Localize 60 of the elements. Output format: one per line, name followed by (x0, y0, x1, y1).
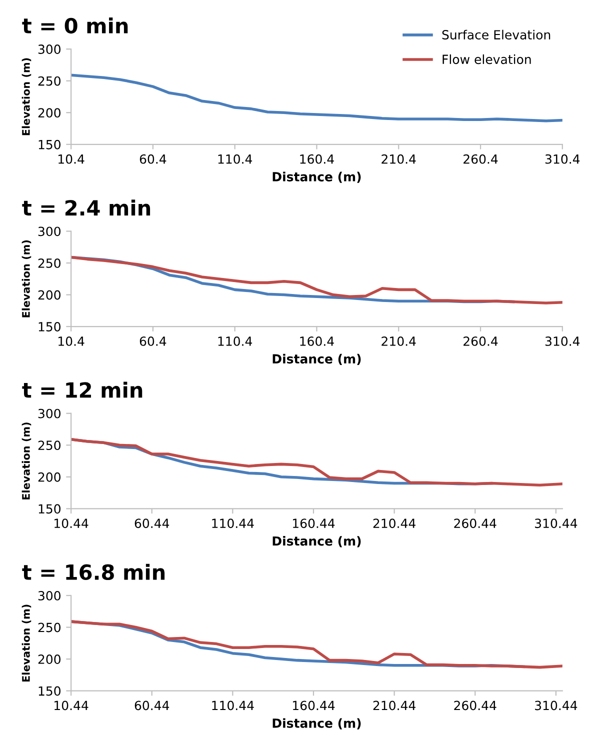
line-series (71, 438, 562, 487)
x-tick-label: 160.44 (292, 700, 335, 710)
x-tick-label: 210.44 (373, 700, 416, 710)
x-tick-label: 60.44 (134, 518, 170, 528)
y-tick-label: 150 (38, 322, 60, 332)
y-tick-label: 300 (38, 590, 60, 600)
line-series (71, 74, 562, 122)
chart-title: t = 16.8 min (22, 564, 165, 580)
x-tick-label: 260.4 (464, 154, 498, 164)
x-axis-title: Distance (m) (272, 718, 361, 730)
x-tick-label: 310.4 (545, 154, 580, 164)
y-tick-label: 300 (38, 226, 60, 236)
chart-title: t = 0 min (22, 17, 128, 34)
y-tick-label: 300 (38, 408, 60, 418)
x-tick-label: 310.4 (545, 336, 580, 346)
x-tick-label: 110.4 (218, 154, 252, 164)
x-tick-label: 260.44 (454, 700, 496, 710)
y-tick-label: 200 (38, 108, 60, 118)
x-tick-label: 260.4 (464, 336, 498, 346)
x-tick-label: 310.44 (535, 700, 578, 710)
y-tick-label: 150 (38, 140, 60, 150)
y-tick-label: 200 (38, 472, 60, 482)
x-tick-label: 160.4 (300, 336, 334, 346)
x-tick-label: 110.44 (212, 518, 254, 528)
legend-label: Flow elevation (442, 54, 531, 64)
y-tick-label: 250 (38, 622, 60, 632)
y-axis-title: Elevation (m) (22, 58, 32, 136)
y-tick-label: 200 (38, 654, 60, 664)
x-tick-label: 60.4 (140, 336, 166, 346)
x-tick-label: 60.4 (140, 154, 166, 164)
legend-label: Surface Elevation (442, 30, 550, 40)
x-tick-label: 210.44 (373, 518, 416, 528)
x-tick-label: 310.44 (535, 518, 578, 528)
x-tick-label: 210.4 (382, 154, 416, 164)
y-tick-label: 250 (38, 258, 60, 268)
y-tick-label: 250 (38, 440, 60, 450)
y-axis-title: Elevation (m) (22, 604, 32, 682)
x-axis-title: Distance (m) (272, 536, 361, 548)
y-tick-label: 250 (38, 76, 60, 86)
x-axis-title: Distance (m) (272, 354, 361, 366)
y-tick-label: 150 (38, 504, 60, 514)
x-tick-label: 160.44 (292, 518, 335, 528)
y-axis-title: Elevation (m) (22, 240, 32, 318)
y-tick-label: 300 (38, 44, 60, 54)
x-tick-label: 110.4 (218, 336, 252, 346)
x-tick-label: 10.44 (54, 518, 88, 528)
chart-title: t = 2.4 min (22, 200, 150, 216)
x-tick-label: 110.44 (212, 700, 254, 710)
y-tick-label: 200 (38, 290, 60, 300)
chart-title: t = 12 min (22, 382, 142, 398)
x-tick-label: 10.4 (58, 154, 84, 164)
x-tick-label: 160.4 (300, 154, 334, 164)
x-tick-label: 10.4 (58, 336, 84, 346)
y-axis-title: Elevation (m) (22, 422, 32, 500)
x-tick-label: 210.4 (382, 336, 416, 346)
x-tick-label: 260.44 (454, 518, 496, 528)
y-tick-label: 150 (38, 686, 60, 696)
x-tick-label: 60.44 (134, 700, 170, 710)
x-axis-title: Distance (m) (272, 172, 361, 183)
x-tick-label: 10.44 (54, 700, 88, 710)
